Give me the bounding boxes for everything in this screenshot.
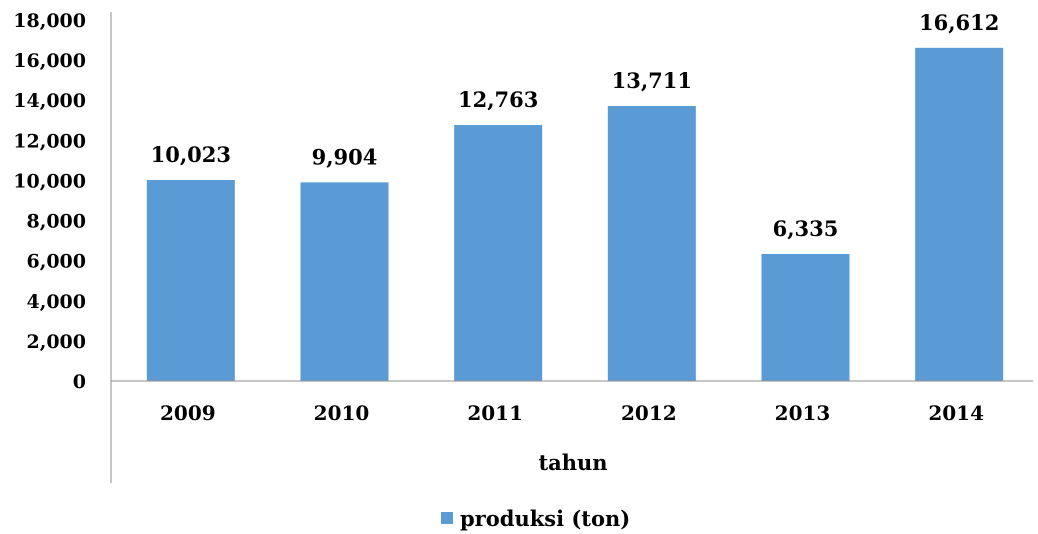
y-tick-label: 0 [73,371,86,393]
bar [607,106,696,381]
x-tick-label: 2012 [621,401,677,425]
bar [454,125,543,381]
y-tick-label: 8,000 [27,211,87,233]
y-tick-label: 6,000 [27,251,87,273]
x-tick-label: 2013 [775,401,831,425]
legend: produksi (ton) [441,506,630,531]
y-tick-label: 18,000 [13,10,86,32]
legend-swatch [441,512,453,524]
x-axis-title: tahun [538,450,607,475]
bar [300,182,389,381]
legend-label: produksi (ton) [460,506,630,531]
data-label: 6,335 [773,216,839,241]
y-tick-label: 10,000 [13,170,86,192]
bars [146,47,1004,382]
bar [915,47,1004,382]
data-label: 9,904 [312,144,378,169]
x-tick-label: 2010 [314,401,370,425]
y-axis-ticks: 0 2,000 4,000 6,000 8,000 10,000 12,000 14,000 1… [13,10,86,393]
data-label: 13,711 [612,68,692,93]
y-tick-label: 14,000 [13,90,86,112]
data-labels: 10,023 9,904 12,763 13,711 6,335 16,612 [151,10,1000,241]
bar [761,253,850,381]
y-tick-label: 12,000 [13,130,86,152]
y-tick-label: 4,000 [27,291,87,313]
x-tick-label: 2009 [160,401,216,425]
data-label: 16,612 [919,10,999,35]
data-label: 12,763 [458,87,538,112]
y-tick-label: 16,000 [13,50,86,72]
x-tick-label: 2011 [467,401,523,425]
x-tick-label: 2014 [928,401,984,425]
data-label: 10,023 [151,142,231,167]
y-tick-label: 2,000 [27,331,87,353]
bar [146,179,235,381]
x-axis-ticks: 2009 2010 2011 2012 2013 2014 [160,401,984,425]
